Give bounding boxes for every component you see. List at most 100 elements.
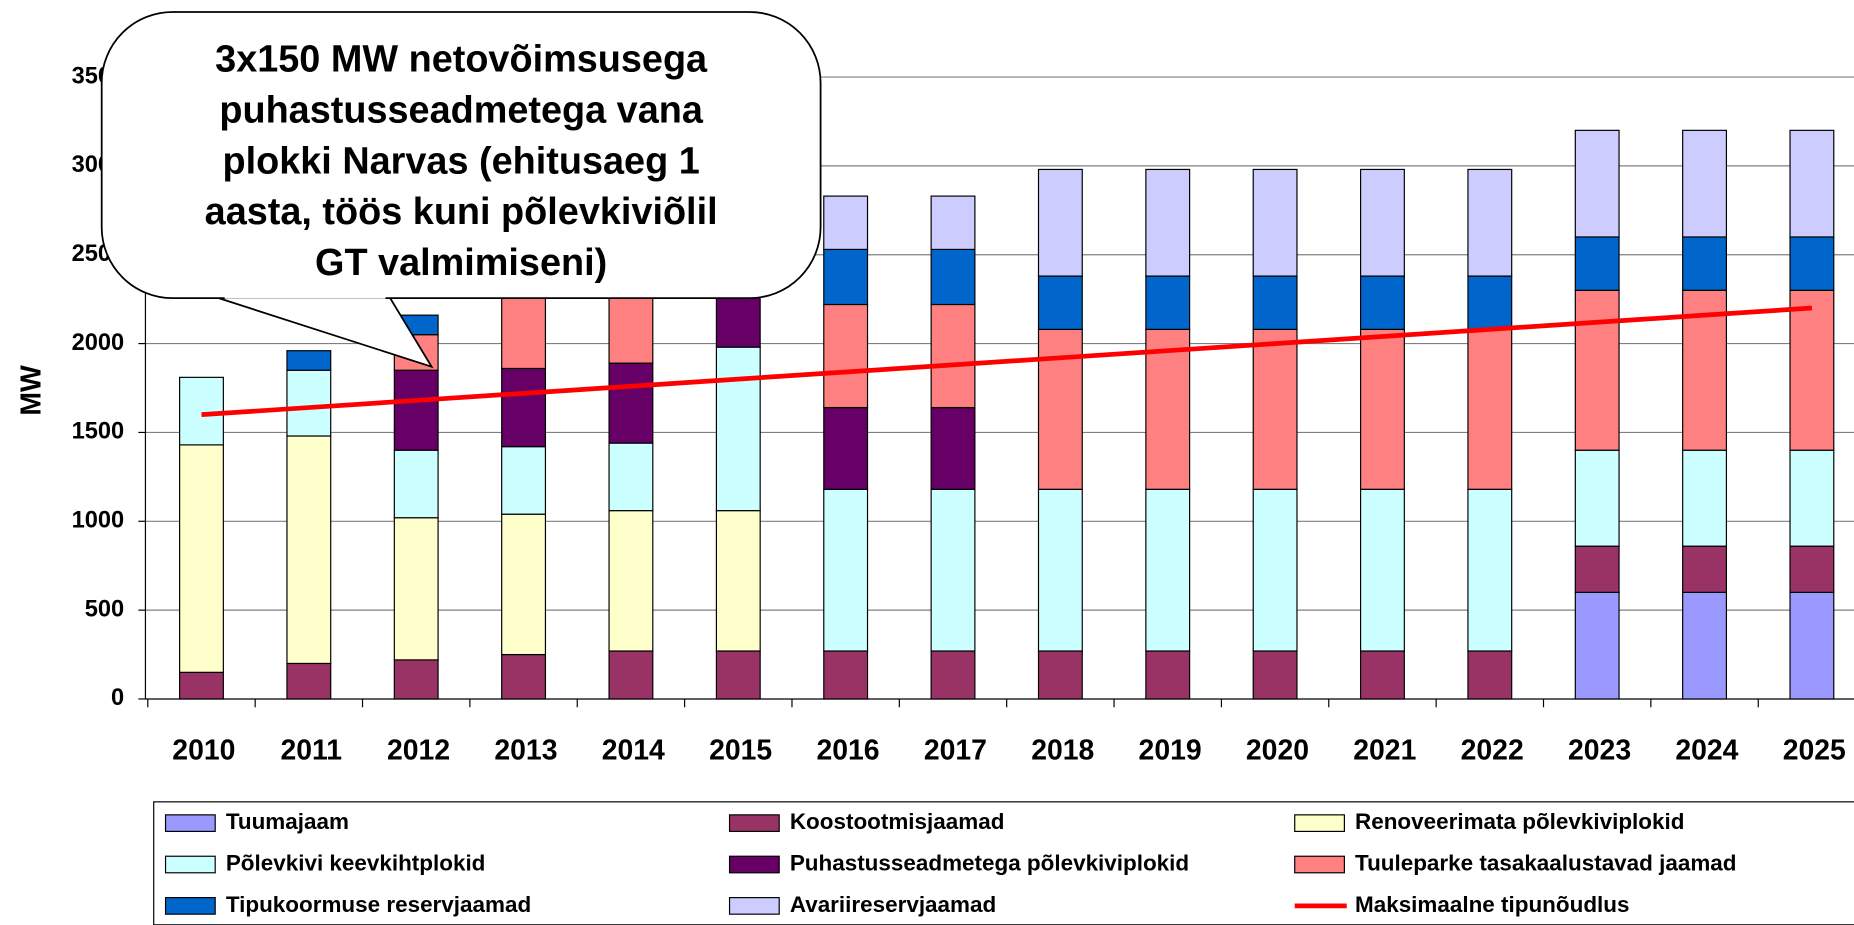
legend-swatch (728, 855, 780, 874)
bar-segment (393, 517, 439, 661)
bar-segment (1359, 488, 1405, 652)
bar-segment (1789, 289, 1835, 451)
x-tick-label: 2013 (494, 735, 557, 767)
legend-label: Tipukoormuse reservjaamad (226, 892, 531, 917)
bar-segment (823, 248, 869, 306)
bar-segment (1037, 328, 1083, 490)
bar-segment (1574, 129, 1620, 238)
legend-label: Tuuleparke tasakaalustavad jaamad (1355, 850, 1736, 875)
bar-segment (1359, 168, 1405, 277)
bar-segment (930, 650, 976, 700)
bar-segment (1789, 545, 1835, 593)
bar-segment (286, 662, 332, 700)
callout: 3x150 MW netovõimsusega puhastusseadmeteg… (100, 11, 822, 369)
bar-segment (1789, 236, 1835, 291)
x-tick-label: 2018 (1031, 735, 1094, 767)
legend-swatch (1294, 855, 1345, 874)
bar-segment (1574, 449, 1620, 547)
bar-segment (1252, 275, 1298, 330)
bar-segment (930, 406, 976, 490)
legend-swatch (164, 897, 216, 915)
line-series (201, 305, 1813, 418)
bar-segment (608, 650, 654, 700)
bar-segment (1467, 168, 1513, 277)
y-tick-label: 1500 (72, 419, 125, 445)
bar-segment (1467, 328, 1513, 490)
callout-text: puhastusseadmetega vana (219, 90, 704, 132)
bar-segment (1789, 449, 1835, 547)
x-tick-label: 2014 (602, 735, 665, 767)
legend-label: Tuumajaam (226, 809, 349, 834)
legend-label: Koostootmisjaamad (790, 809, 1005, 834)
bar-segment (608, 291, 654, 364)
lines (201, 305, 1813, 418)
x-tick-label: 2015 (709, 735, 772, 767)
bar-segment (823, 406, 869, 490)
bar-segment (1682, 591, 1728, 700)
y-tick-label: 2000 (72, 330, 125, 356)
bar-segment (1682, 545, 1728, 593)
bar-segment (501, 513, 547, 656)
bar-segment (1359, 275, 1405, 330)
callout-text: plokki Narvas (ehitusaeg 1 (223, 140, 700, 182)
bar-segment (1789, 129, 1835, 238)
bar-segment (608, 510, 654, 652)
bar-segment (823, 488, 869, 652)
bar-segment (1682, 449, 1728, 547)
x-tick-label: 2022 (1461, 735, 1524, 767)
legend: Tuumajaam Koostootmisjaamad Renoveerimata … (153, 801, 1854, 925)
bar-segment (608, 362, 654, 444)
bar-segment (823, 650, 869, 700)
legend-label: Avariireservjaamad (790, 892, 996, 917)
x-tick-label: 2023 (1568, 735, 1631, 767)
bar-segment (501, 296, 547, 370)
bar-segment (930, 195, 976, 250)
bar-segment (823, 303, 869, 409)
bar-segment (1145, 275, 1191, 330)
bar-segment (1145, 488, 1191, 652)
bar-segment (1467, 650, 1513, 700)
bar-segment (1252, 488, 1298, 652)
bar-segment (715, 510, 761, 652)
bar-segment (1359, 328, 1405, 490)
legend-swatch (164, 855, 216, 874)
bar-segment (1252, 328, 1298, 490)
x-tick-label: 2019 (1139, 735, 1202, 767)
x-tick-label: 2011 (280, 735, 342, 767)
bar-segment (1037, 650, 1083, 700)
bar-segment (1467, 275, 1513, 330)
x-tick-label: 2012 (387, 735, 450, 767)
bar-segment (501, 653, 547, 700)
legend-label: Maksimaalne tipunõudlus (1355, 892, 1629, 917)
bar-segment (1574, 289, 1620, 451)
bar-segment (1682, 129, 1728, 238)
x-tick-label: 2024 (1675, 735, 1738, 767)
bar-segment (179, 444, 224, 673)
bar-segment (1574, 591, 1620, 700)
legend-box (153, 801, 1854, 925)
x-tick-label: 2010 (172, 735, 235, 767)
bar-segment (286, 350, 332, 371)
callout-text: 3x150 MW netovõimsusega (215, 39, 708, 81)
bar-segment (823, 195, 869, 250)
bar-segment (286, 435, 332, 665)
y-tick-label: 500 (85, 596, 124, 622)
bar-segment (930, 488, 976, 652)
legend-swatch (728, 814, 780, 832)
x-tick-label: 2017 (924, 735, 987, 767)
callout-box (100, 11, 822, 300)
bar-segment (1252, 650, 1298, 700)
bar-segment (930, 248, 976, 306)
y-tick-label: 0 (111, 685, 124, 711)
bar-segment (393, 449, 439, 519)
bar-segment (179, 376, 224, 446)
y-tick-label: 1000 (72, 508, 125, 534)
bar-segment (608, 442, 654, 512)
x-tick-label: 2020 (1246, 735, 1309, 767)
callout-text: aasta, töös kuni põlevkiviõlil (205, 191, 718, 233)
bar-segment (930, 303, 976, 409)
legend-label: Põlevkivi keevkihtplokid (226, 850, 486, 875)
bar-segment (286, 369, 332, 437)
bar-segment (179, 671, 224, 700)
